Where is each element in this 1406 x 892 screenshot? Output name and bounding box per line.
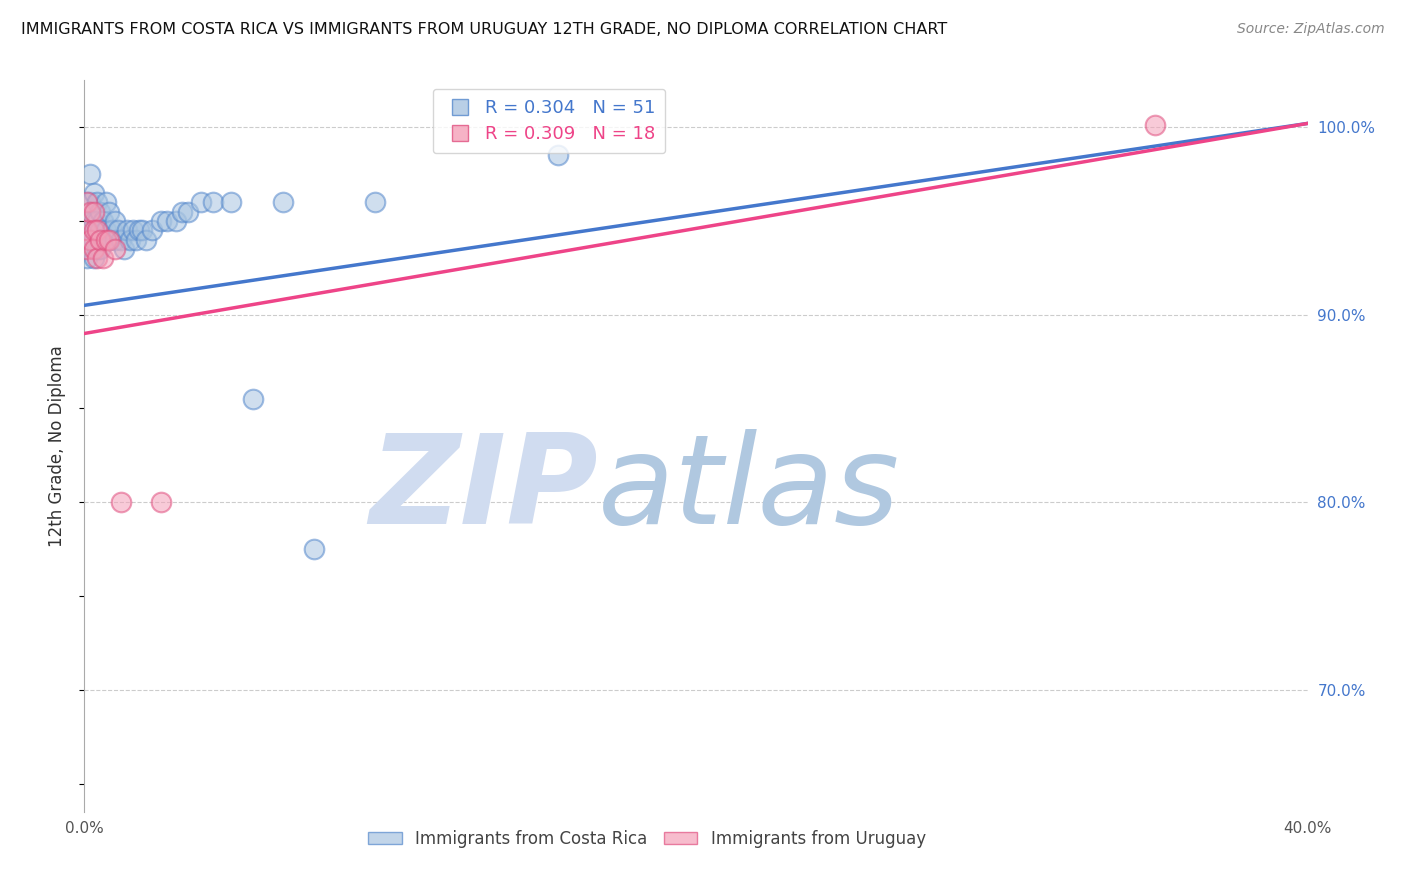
Point (86, 252, 108, 266)
Point (122, 223, 145, 237)
Point (91, 214, 114, 228)
Point (76, 223, 98, 237)
Legend: Immigrants from Costa Rica, Immigrants from Uruguay: Immigrants from Costa Rica, Immigrants f… (361, 823, 932, 855)
Point (86, 242, 108, 256)
Point (76, 242, 98, 256)
Point (110, 233, 132, 247)
Point (94, 223, 117, 237)
Point (165, 214, 187, 228)
Point (86, 214, 108, 228)
Point (79, 233, 101, 247)
Point (83, 214, 105, 228)
Point (79, 167, 101, 181)
Point (149, 495, 172, 509)
Point (79, 195, 101, 210)
Point (110, 495, 132, 509)
Point (101, 223, 124, 237)
Point (128, 223, 150, 237)
Y-axis label: 12th Grade, No Diploma: 12th Grade, No Diploma (48, 345, 66, 547)
Point (115, 223, 138, 237)
Point (219, 195, 242, 210)
Text: IMMIGRANTS FROM COSTA RICA VS IMMIGRANTS FROM URUGUAY 12TH GRADE, NO DIPLOMA COR: IMMIGRANTS FROM COSTA RICA VS IMMIGRANTS… (21, 22, 948, 37)
Point (89, 242, 111, 256)
Point (201, 195, 224, 210)
Point (271, 195, 294, 210)
Point (172, 204, 194, 219)
Text: Source: ZipAtlas.com: Source: ZipAtlas.com (1237, 22, 1385, 37)
Point (97, 233, 120, 247)
Point (89, 204, 111, 219)
Point (364, 195, 387, 210)
Point (83, 242, 105, 256)
Point (83, 186, 105, 200)
Point (76, 223, 98, 237)
Point (107, 223, 129, 237)
Point (141, 223, 163, 237)
Point (104, 233, 127, 247)
Point (94, 195, 117, 210)
Point (83, 223, 105, 237)
Point (190, 195, 212, 210)
Point (547, 148, 569, 162)
Point (131, 223, 153, 237)
Point (83, 204, 105, 219)
Point (149, 214, 172, 228)
Point (97, 204, 120, 219)
Point (94, 233, 117, 247)
Point (112, 242, 135, 256)
Point (302, 542, 325, 557)
Point (86, 223, 108, 237)
Point (97, 233, 120, 247)
Point (125, 233, 148, 247)
Point (89, 223, 111, 237)
Text: ZIP: ZIP (370, 429, 598, 550)
Point (79, 204, 101, 219)
Point (91, 233, 114, 247)
Point (104, 214, 127, 228)
Point (86, 195, 108, 210)
Text: atlas: atlas (598, 429, 900, 550)
Point (242, 392, 264, 406)
Point (76, 195, 98, 210)
Point (89, 233, 111, 247)
Point (156, 214, 179, 228)
Point (76, 195, 98, 210)
Point (83, 252, 105, 266)
Point (104, 242, 127, 256)
Point (79, 233, 101, 247)
Point (135, 233, 157, 247)
Point (76, 252, 98, 266)
Point (83, 233, 105, 247)
Point (86, 223, 108, 237)
Point (120, 233, 142, 247)
Point (177, 204, 200, 219)
Point (1143, 118, 1166, 132)
Point (91, 252, 114, 266)
Point (79, 214, 101, 228)
